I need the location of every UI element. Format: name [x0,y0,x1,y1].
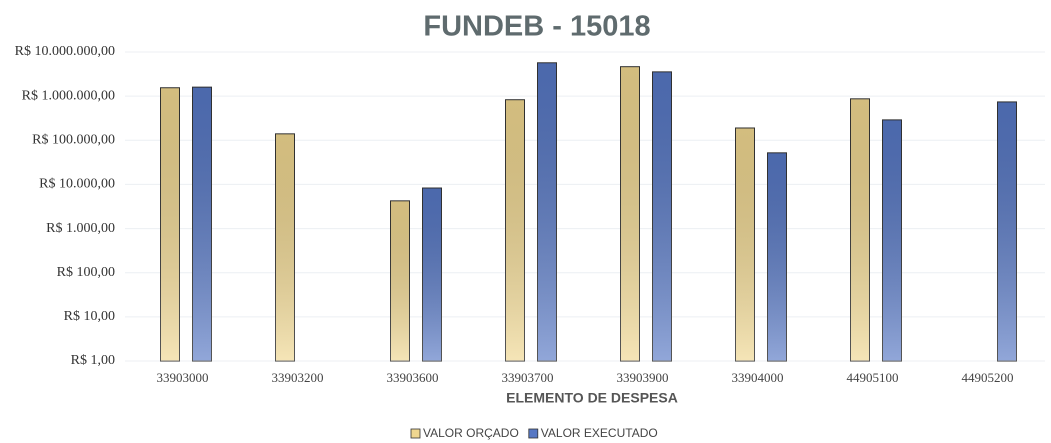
bar-shine [735,127,755,361]
bar-shine [192,87,212,361]
y-tick-label: R$ 1,00 [71,353,115,368]
bar-shine [275,133,295,361]
y-tick-label: R$ 100.000,00 [32,133,115,148]
x-tick-label: 33903600 [387,370,439,385]
bar-shine [882,119,902,361]
x-tick-label: 33903900 [617,370,669,385]
x-tick-label: 33903200 [272,370,324,385]
x-tick-label: 44905100 [847,370,899,385]
y-tick-label: R$ 10.000,00 [39,177,115,192]
bar-shine [537,62,557,362]
bar-shine [390,200,410,361]
y-tick-label: R$ 1.000.000,00 [22,88,115,103]
x-tick-label: 33903700 [502,370,554,385]
bar-shine [652,71,672,362]
x-tick-label: 44905200 [962,370,1014,385]
bar-shine [505,99,525,362]
bar-shine [422,188,442,361]
x-tick-label: 33903000 [157,370,209,385]
bar-shine [160,87,180,361]
y-tick-label: R$ 10.000.000,00 [15,44,115,59]
x-axis-title: ELEMENTO DE DESPESA [506,390,678,406]
legend-label: VALOR EXECUTADO [541,426,658,440]
bar-shine [767,152,787,361]
chart-title: FUNDEB - 15018 [423,11,650,43]
bar-shine [997,101,1017,361]
bar-shine [850,98,870,361]
legend-swatch [528,428,539,439]
x-tick-label: 33904000 [732,370,784,385]
legend-swatch [410,428,421,439]
y-tick-label: R$ 10,00 [64,309,115,324]
bar-shine [620,66,640,362]
legend-label: VALOR ORÇADO [423,426,519,440]
y-tick-label: R$ 1.000,00 [46,221,115,236]
y-tick-label: R$ 100,00 [57,265,115,280]
